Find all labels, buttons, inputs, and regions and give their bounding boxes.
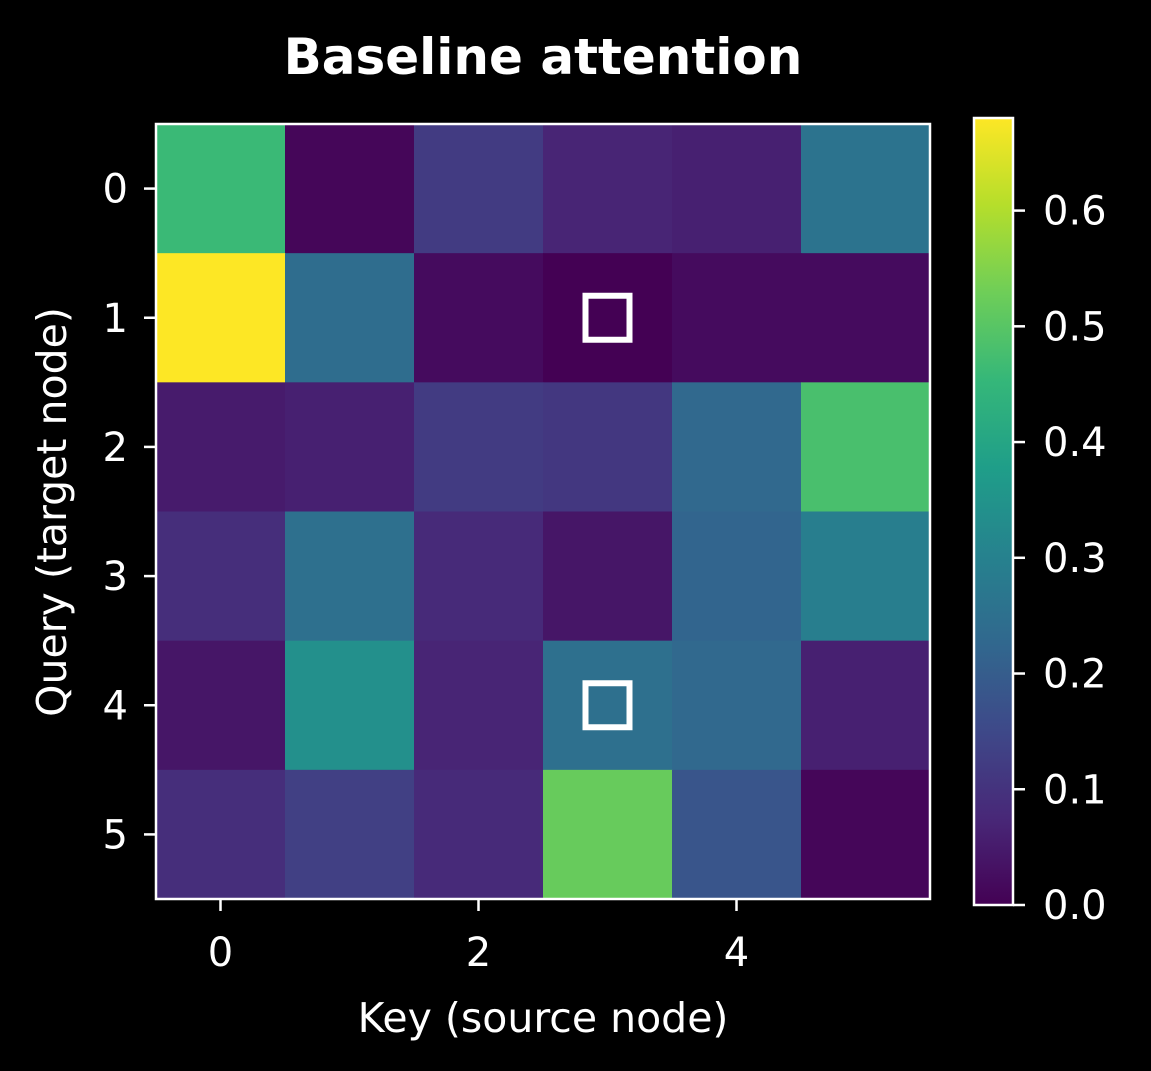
y-tick-label: 2: [103, 425, 128, 471]
heatmap-cell: [285, 769, 415, 900]
heatmap-cell: [156, 124, 286, 254]
colorbar-tick-label: 0.6: [1043, 189, 1107, 235]
heatmap-cell: [414, 769, 544, 900]
plot-frame: [154, 122, 932, 901]
highlight-markers: [582, 292, 633, 731]
heatmap-cell: [414, 511, 544, 642]
x-tick-label: 2: [466, 930, 491, 976]
colorbar-tick-label: 0.1: [1043, 767, 1107, 813]
heatmap-cell: [543, 124, 673, 254]
y-tick-label: 0: [103, 167, 128, 213]
heatmap-cell: [801, 382, 931, 513]
heatmap-cell: [156, 640, 286, 771]
heatmap-cell: [672, 382, 802, 513]
colorbar-tick-label: 0.3: [1043, 536, 1107, 582]
heatmap-cell: [801, 124, 931, 254]
heatmap-cell: [543, 382, 673, 513]
colorbar-tick-label: 0.0: [1043, 883, 1107, 929]
heatmap-cell: [156, 382, 286, 513]
heatmap-cell: [672, 253, 802, 383]
heatmap-cell: [285, 511, 415, 642]
colorbar-tick-label: 0.2: [1043, 652, 1107, 698]
heatmap-cell: [672, 640, 802, 771]
colorbar-tick-label: 0.5: [1043, 304, 1107, 350]
y-tick-label: 5: [103, 812, 128, 858]
chart-title: Baseline attention: [284, 28, 803, 86]
colorbar-tick-label: 0.4: [1043, 420, 1107, 466]
heatmap-cell: [414, 640, 544, 771]
heatmap-cell: [285, 124, 415, 254]
heatmap-cell: [414, 253, 544, 383]
highlight-marker: [582, 680, 633, 731]
heatmap-cell: [801, 253, 931, 383]
highlight-marker: [582, 292, 633, 343]
heatmap-cell: [672, 124, 802, 254]
heatmap-cell: [285, 640, 415, 771]
heatmap-cell: [672, 769, 802, 900]
heatmap-cell: [543, 769, 673, 900]
x-tick-label: 4: [724, 930, 749, 976]
x-tick-label: 0: [208, 930, 233, 976]
heatmap-cell: [801, 511, 931, 642]
heatmap-cells: [156, 124, 931, 900]
heatmap-cell: [543, 511, 673, 642]
heatmap-cell: [156, 769, 286, 900]
y-tick-label: 4: [103, 683, 128, 729]
y-axis-label: Query (target node): [28, 307, 76, 717]
heatmap-cell: [285, 253, 415, 383]
colorbar-gradient: [972, 116, 1015, 907]
y-axis-ticks: 0 1 2 3 4 5: [103, 167, 156, 858]
colorbar: 0.0 0.1 0.2 0.3 0.4 0.5 0.6: [972, 116, 1107, 929]
heatmap-cell: [801, 769, 931, 900]
y-tick-label: 1: [103, 296, 128, 342]
heatmap-cell: [285, 382, 415, 513]
x-axis-label: Key (source node): [358, 994, 729, 1042]
heatmap-cell: [801, 640, 931, 771]
heatmap-cell: [543, 253, 673, 383]
heatmap-cell: [414, 382, 544, 513]
heatmap-cell: [543, 640, 673, 771]
heatmap-cell: [156, 511, 286, 642]
y-tick-label: 3: [103, 554, 128, 600]
heatmap-cell: [414, 124, 544, 254]
x-axis-ticks: 0 2 4: [208, 899, 749, 976]
heatmap-cell: [672, 511, 802, 642]
heatmap-cell: [156, 253, 286, 383]
